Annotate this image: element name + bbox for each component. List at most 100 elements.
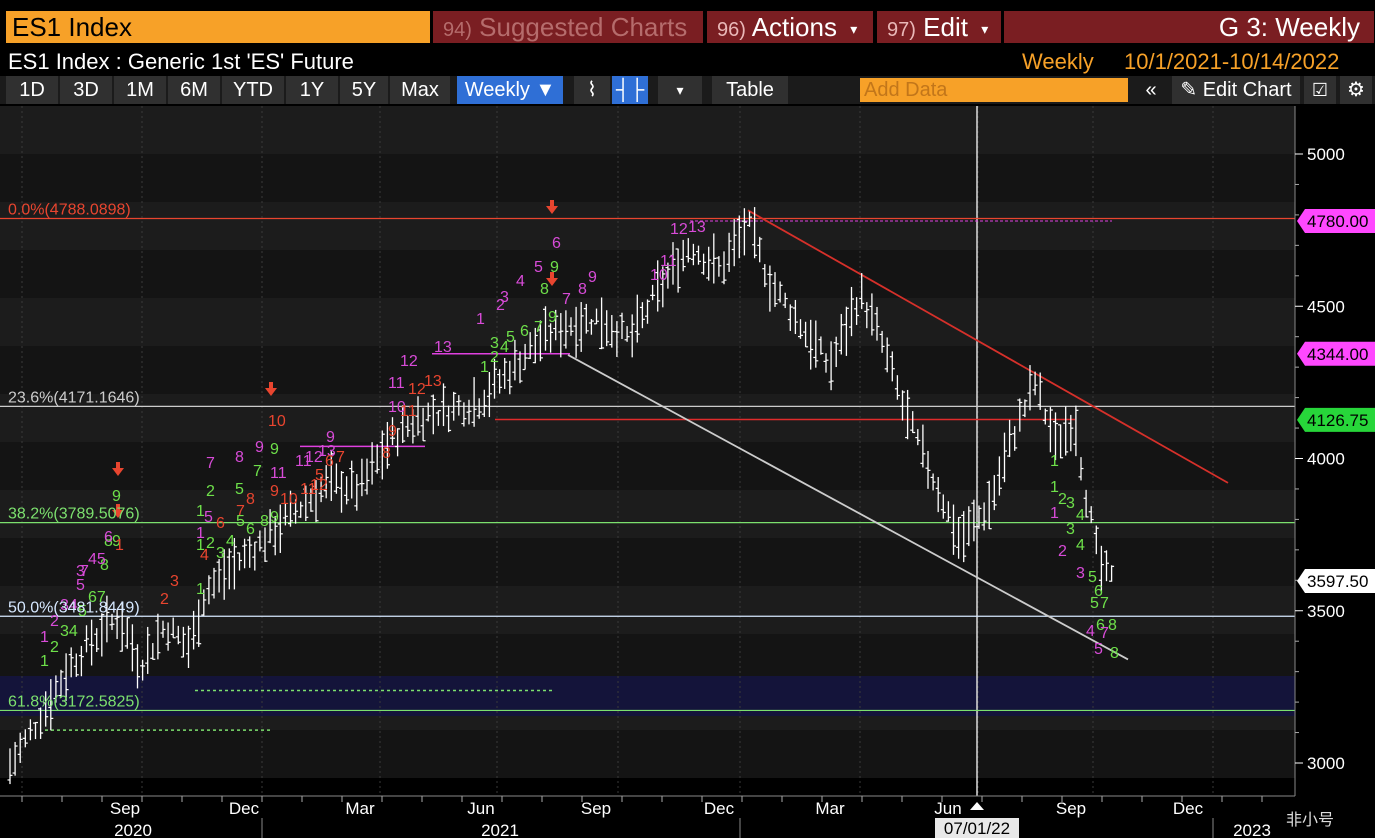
suggested-charts-label: Suggested Charts [479,12,688,42]
price-tag [1297,341,1375,366]
range-1m-button[interactable]: 1M [114,76,166,104]
td-count-label: 2 [206,483,215,500]
td-count-label: 7 [80,563,89,580]
settings-button[interactable]: ⚙ [1340,76,1372,104]
chart-type-dropdown[interactable]: ▾ [658,76,702,104]
range-6m-button[interactable]: 6M [168,76,220,104]
annotate-icon: ☑ [1311,80,1329,100]
td-count-label: 5 [1090,595,1099,612]
td-count-label: 1 [196,581,205,598]
range-ytd-button[interactable]: YTD [222,76,284,104]
td-count-label: 9 [326,429,335,446]
td-count-label: 12 [305,449,323,466]
date-range[interactable]: 10/1/2021-10/14/2022 [1124,49,1340,74]
line-chart-button[interactable]: ⌇ [574,76,610,104]
td-count-label: 10 [268,413,286,430]
td-count-label: 12 [670,221,688,238]
td-count-label: 7 [253,463,262,480]
td-count-label: 9 [112,488,121,505]
crosshair-date-label: 07/01/22 [944,819,1010,838]
add-data-input[interactable]: Add Data [860,78,1128,102]
price-tag [1297,407,1375,432]
period-label[interactable]: Weekly [1022,49,1094,74]
td-count-label: 11 [660,253,677,270]
td-count-label: 5 [235,481,244,498]
td-count-label: 1 [480,359,489,376]
ticker-field[interactable]: ES1 Index [6,11,430,43]
sell-signal-arrow-stem [116,504,120,510]
sell-signal-arrow-icon [112,468,124,476]
price-tag-label: 4126.75 [1307,411,1368,430]
td-count-label: 7 [236,503,245,520]
td-count-label: 3 [76,563,85,580]
td-count-label: 12 [310,477,328,494]
actions-menu-button[interactable]: 96) Actions ▾ [707,11,873,43]
edit-chart-button[interactable]: ✎ Edit Chart [1172,76,1300,104]
td-count-label: 8 [1108,617,1117,634]
td-count-label: 9 [112,533,121,550]
sell-signal-arrow-stem [116,462,120,468]
td-count-label: 11 [270,465,287,482]
annotate-button[interactable]: ☑ [1304,76,1336,104]
td-count-label: 13 [424,373,442,390]
range-1d-button[interactable]: 1D [6,76,58,104]
collapse-button[interactable]: « [1138,76,1164,104]
td-count-label: 9 [388,423,397,440]
x-tick-label: Sep [581,799,611,818]
td-count-label: 2 [160,591,169,608]
background-band [0,586,1295,634]
td-count-label: 2 [50,639,59,656]
actions-label: Actions [751,12,837,42]
td-count-label: 5 [76,577,85,594]
td-count-label: 1 [1050,479,1059,496]
td-count-label: 1 [476,311,485,328]
td-count-label: 5 [236,513,245,530]
range-1y-button[interactable]: 1Y [286,76,338,104]
td-count-label: 13 [318,443,336,460]
td-count-label: 3 [1066,495,1075,512]
suggested-charts-button[interactable]: 94) Suggested Charts [433,11,703,43]
td-count-label: 5 [315,467,324,484]
td-count-label: 12 [408,381,426,398]
frequency-dropdown[interactable]: Weekly ▼ [457,76,563,104]
td-count-label: 4 [1086,623,1095,640]
td-count-label: 4 [516,273,525,290]
range-5y-button[interactable]: 5Y [340,76,388,104]
x-tick-label: Jun [467,799,494,818]
chevron-down-icon: ▾ [850,21,858,38]
td-count-label: 1 [115,537,124,554]
td-count-label: 8 [104,533,113,550]
background-band [0,730,1295,778]
bar-chart-button[interactable]: ┤├ [612,76,648,104]
sell-signal-arrow-icon [265,388,277,396]
chevron-down-icon: ▾ [676,82,684,98]
td-count-label: 2 [50,613,59,630]
td-count-label: 2 [206,535,215,552]
security-info-bar: ES1 Index : Generic 1st 'ES' Future Week… [0,47,1375,75]
x-axis: Sep Dec Mar Jun Sep Dec Mar Jun Sep Dec 2020 2021 20… [0,795,1375,838]
td-count-label: 9 [548,309,557,326]
crosshair-marker-icon [970,802,984,810]
table-button[interactable]: Table [712,76,788,104]
td-count-label: 3 [1066,521,1075,538]
td-count-label: 34 [60,623,78,640]
edit-menu-button[interactable]: 97) Edit ▾ [877,11,1001,43]
chart-title: G 3: Weekly [1004,11,1374,43]
td-count-label: 3 [1076,565,1085,582]
td-count-label: 1 [40,629,49,646]
price-chart[interactable]: 1 2 34 5 67 1 2 34 5 7 8 3 45 9 8 6 1 9 2 3 1 1 2 3 4 1 5 1 2 6 4 5 7 8 5 6… [0,106,1375,838]
td-count-label: 8 [1110,645,1119,662]
price-tag-label: 4780.00 [1307,212,1368,231]
range-max-button[interactable]: Max [390,76,450,104]
td-count-label: 3 [216,545,225,562]
range-3d-button[interactable]: 3D [60,76,112,104]
x-tick-label: Mar [815,799,845,818]
td-count-label: 12 [400,353,418,370]
td-count-label: 4 [200,547,209,564]
fibonacci-levels: 0.0%(4788.0898) 23.6%(4171.1646) 38.2%(378… [8,202,140,711]
td-count-label: 1 [196,537,205,554]
td-count-label: 5 [204,509,213,526]
frequency-label: Weekly [464,79,530,101]
background-band [0,202,1295,250]
